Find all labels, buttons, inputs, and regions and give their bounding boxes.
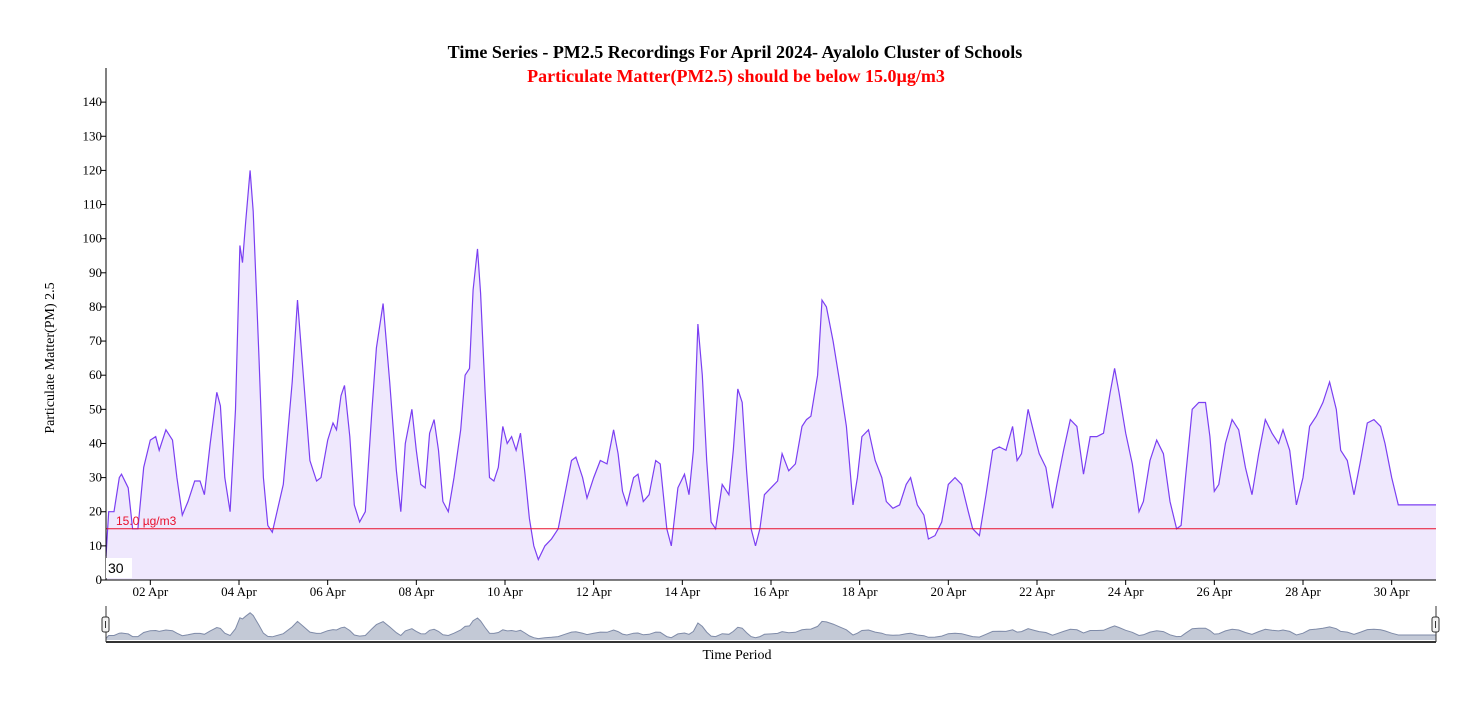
- x-tick-label: 26 Apr: [1196, 584, 1232, 599]
- x-tick-label: 12 Apr: [576, 584, 612, 599]
- chart-title: Time Series - PM2.5 Recordings For April…: [448, 42, 1023, 62]
- x-tick-label: 28 Apr: [1285, 584, 1321, 599]
- y-tick-label: 90: [89, 265, 102, 280]
- y-tick-label: 140: [83, 94, 103, 109]
- tooltip-value: 30: [108, 560, 124, 576]
- y-tick-label: 50: [89, 401, 102, 416]
- y-tick-label: 60: [89, 367, 102, 382]
- y-axis-title: Particulate Matter(PM) 2.5: [43, 282, 58, 433]
- y-tick-label: 130: [83, 128, 103, 143]
- y-tick-label: 100: [83, 231, 103, 246]
- x-tick-label: 10 Apr: [487, 584, 523, 599]
- threshold-label: 15.0 µg/m3: [116, 514, 177, 528]
- x-axis-title: Time Period: [702, 648, 771, 663]
- y-tick-label: 10: [89, 538, 102, 553]
- y-tick-label: 70: [89, 333, 102, 348]
- range-navigator[interactable]: [102, 606, 1439, 642]
- navigator-right-handle[interactable]: [1432, 617, 1439, 632]
- y-tick-label: 110: [83, 197, 102, 212]
- x-tick-label: 24 Apr: [1108, 584, 1144, 599]
- x-tick-label: 04 Apr: [221, 584, 257, 599]
- y-tick-label: 30: [89, 470, 102, 485]
- x-tick-label: 06 Apr: [310, 584, 346, 599]
- plot-area: [106, 170, 1436, 580]
- y-tick-label: 40: [89, 435, 102, 450]
- y-tick-label: 80: [89, 299, 102, 314]
- x-tick-label: 20 Apr: [930, 584, 966, 599]
- series-area: [106, 170, 1436, 580]
- x-tick-label: 30 Apr: [1374, 584, 1410, 599]
- y-tick-label: 0: [96, 572, 103, 587]
- y-tick-label: 20: [89, 504, 102, 519]
- y-tick-label: 120: [83, 162, 103, 177]
- x-tick-label: 14 Apr: [664, 584, 700, 599]
- x-tick-label: 16 Apr: [753, 584, 789, 599]
- x-axis: 02 Apr 04 Apr 06 Apr 08 Apr 10 Apr 12 Apr 14 A…: [106, 580, 1436, 599]
- navigator-left-handle[interactable]: [102, 617, 109, 632]
- x-tick-label: 02 Apr: [132, 584, 168, 599]
- y-axis: 0 10 20 30 40 50 60 70 80 90 100 110 120 130 140: [83, 68, 107, 587]
- x-tick-label: 08 Apr: [398, 584, 434, 599]
- navigator-area: [106, 613, 1436, 640]
- hover-tooltip: 30: [106, 558, 132, 578]
- x-tick-label: 18 Apr: [842, 584, 878, 599]
- chart-subtitle: Particulate Matter(PM2.5) should be belo…: [527, 66, 945, 87]
- x-tick-label: 22 Apr: [1019, 584, 1055, 599]
